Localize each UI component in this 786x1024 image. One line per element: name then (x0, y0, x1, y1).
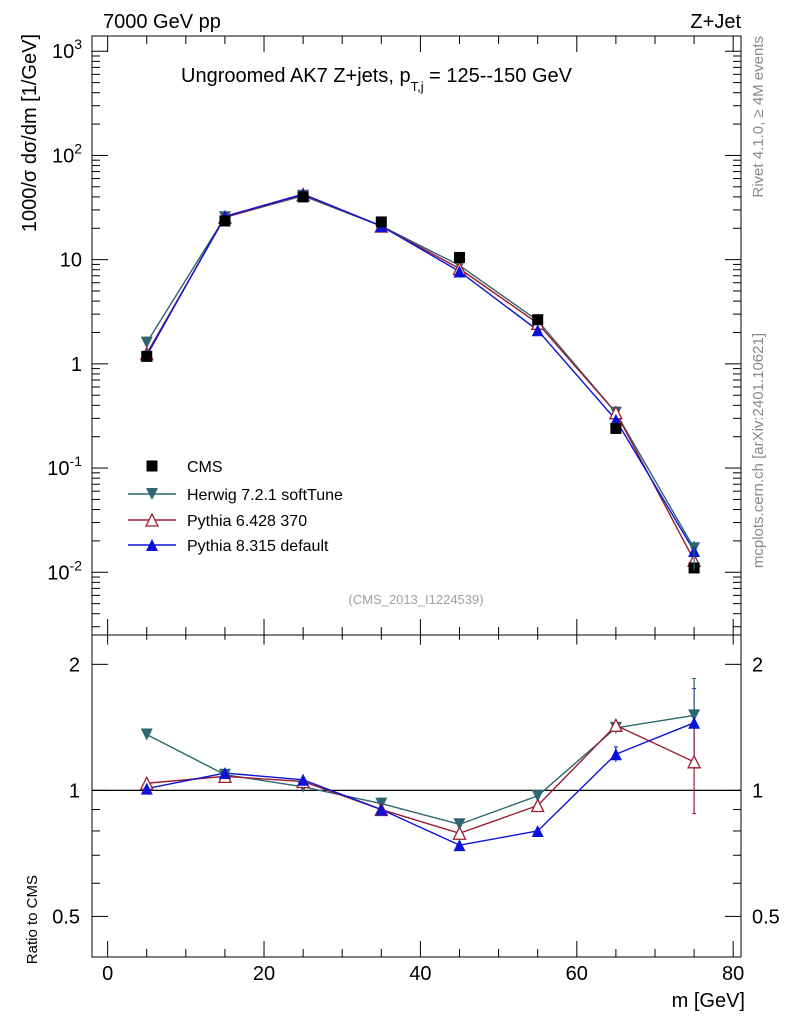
ratio-point-series-1 (688, 709, 701, 722)
legend-marker (144, 512, 160, 527)
ratio-tick-label: 2 (69, 654, 80, 676)
data-point-series-0 (454, 251, 466, 263)
ratio-point-series-3 (297, 773, 310, 786)
y-tick-label: 102 (52, 140, 82, 167)
data-point-series-1 (140, 336, 153, 349)
ratio-tick-label: 1 (69, 780, 80, 802)
series-line-2 (146, 193, 695, 561)
legend-label: CMS (187, 459, 223, 476)
x-tick-label: 60 (566, 963, 588, 985)
series-line-3 (146, 193, 695, 552)
ratio-point-series-1 (453, 818, 466, 831)
legend-marker (146, 488, 158, 500)
ratio-point-series-1 (531, 789, 544, 802)
data-point-series-3 (531, 324, 544, 337)
x-tick-label: 80 (722, 963, 744, 985)
ratio-point-series-3 (375, 803, 388, 816)
ratio-point-series-3 (453, 839, 466, 852)
y-axis-label: 1000/σ dσ/dm [1/GeV] (19, 34, 41, 232)
x-tick-label: 20 (253, 963, 275, 985)
analysis-id: (CMS_2013_I1224539) (348, 592, 483, 607)
ratio-point-series-3 (218, 767, 231, 780)
ratio-point-series-2 (687, 754, 702, 769)
legend-label: Pythia 6.428 370 (187, 513, 307, 530)
mcplots-label: mcplots.cern.ch [arXiv:2401.10621] (750, 333, 767, 568)
rivet-version: Rivet 4.1.0, ≥ 4M events (750, 36, 767, 198)
data-point-series-0 (297, 191, 309, 203)
data-point-series-0 (532, 314, 544, 326)
ratio-point-series-2 (530, 798, 545, 813)
ratio-point-series-1 (140, 728, 153, 741)
y-tick-label: 10-1 (47, 453, 82, 480)
ratio-tick-label-right: 1 (752, 780, 763, 802)
header-left: 7000 GeV pp (103, 11, 221, 33)
y-tick-label: 1 (71, 354, 82, 376)
data-point-series-3 (453, 265, 466, 278)
ratio-y-axis-label: Ratio to CMS (24, 875, 41, 964)
data-point-series-3 (609, 413, 622, 426)
ratio-point-series-3 (609, 748, 622, 761)
ratio-tick-label: 0.5 (52, 906, 80, 928)
ratio-point-series-3 (531, 824, 544, 837)
ratio-plot-frame (91, 634, 742, 958)
ratio-point-series-2 (608, 717, 623, 732)
legend-label: Herwig 7.2.1 softTune (187, 487, 343, 504)
y-tick-label: 10 (60, 250, 82, 272)
chart-title: Ungroomed AK7 Z+jets, pT,j = 125--150 Ge… (181, 65, 573, 94)
x-tick-label: 0 (102, 963, 113, 985)
ratio-line-3 (146, 722, 695, 846)
data-point-series-0 (141, 350, 153, 362)
ratio-tick-label-right: 0.5 (752, 906, 780, 928)
chart-title-tail: = 125--150 GeV (424, 65, 573, 87)
y-tick-label: 10-2 (47, 557, 82, 584)
ratio-tick-label-right: 2 (752, 654, 763, 676)
legend-marker (146, 539, 158, 551)
x-tick-label: 40 (409, 963, 431, 985)
legend-label: Pythia 8.315 default (187, 538, 329, 555)
legend-marker (146, 460, 158, 472)
ratio-point-series-2 (452, 825, 467, 840)
header-right: Z+Jet (690, 11, 741, 33)
ratio-point-series-3 (688, 716, 701, 729)
y-tick-label: 103 (52, 36, 82, 63)
x-axis-label: m [GeV] (672, 990, 745, 1012)
chart-title-main: Ungroomed AK7 Z+jets, p (181, 65, 411, 87)
data-point-series-0 (219, 215, 231, 227)
data-point-series-0 (375, 216, 387, 228)
data-point-series-0 (610, 422, 622, 434)
ratio-point-series-3 (140, 782, 153, 795)
ratio-line-2 (146, 724, 695, 834)
chart-title-sub: T,j (411, 79, 424, 94)
